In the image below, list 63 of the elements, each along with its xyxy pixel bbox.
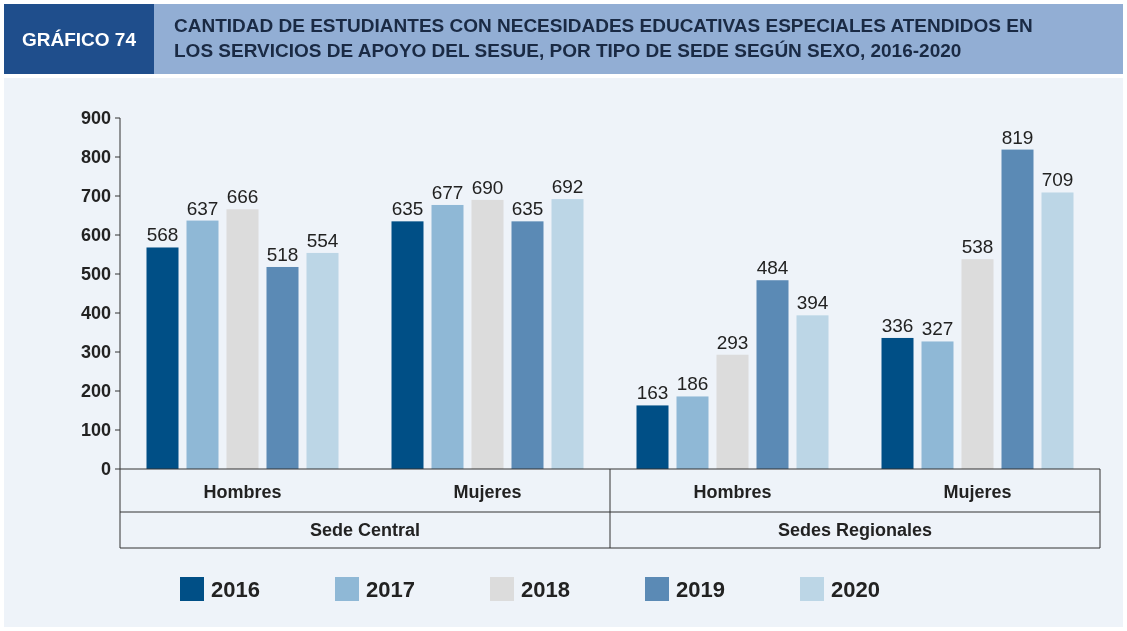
y-tick-label: 400	[80, 303, 111, 324]
x-tick-label: Hombres	[693, 482, 772, 502]
x-tick-label: Mujeres	[453, 482, 522, 502]
data-label: 637	[186, 197, 219, 219]
bar	[1041, 192, 1074, 469]
y-tick-label: 100	[80, 420, 111, 441]
y-tick-label: 200	[80, 381, 111, 402]
bar	[676, 396, 709, 469]
data-label: 518	[266, 243, 299, 265]
data-label: 336	[881, 314, 914, 336]
chart-subtitle: GRÁFICO 74	[21, 29, 137, 50]
bar	[716, 354, 749, 469]
y-tick-label: 0	[100, 459, 111, 480]
bar	[306, 252, 339, 469]
bar	[636, 405, 669, 469]
legend-label: 2019	[676, 577, 725, 602]
y-tick-label: 600	[80, 225, 111, 246]
x-tick-label: Mujeres	[943, 482, 1012, 502]
text: Sedes Regionales	[777, 520, 933, 540]
data-label: 666	[226, 186, 259, 208]
data-label: 293	[716, 331, 749, 353]
bar	[431, 204, 464, 469]
y-tick-label: 300	[80, 342, 111, 363]
bar	[961, 259, 994, 469]
bar	[226, 209, 259, 469]
data-label: 635	[391, 198, 424, 220]
bar	[551, 199, 584, 469]
data-label: 554	[306, 229, 339, 251]
bar	[186, 220, 219, 469]
data-label: 163	[636, 382, 669, 404]
chart-title: CANTIDAD DE ESTUDIANTES CON NECESIDADES EDUCATIVAS ESPECIALES ATENDIDOS EN LOS SERVICIOS DE APOYO DEL SESUE, POR TIPO DE SEDE SEGÚN SEXO, 2016-2020	[174, 15, 1033, 61]
legend-label: 2020	[831, 577, 880, 602]
legend-label: 2016	[211, 577, 260, 602]
bar	[266, 266, 299, 469]
bar	[146, 247, 179, 469]
data-label: 327	[921, 318, 954, 340]
data-label: 186	[676, 373, 709, 395]
data-label: 709	[1041, 169, 1074, 191]
text: Sede Central	[309, 520, 421, 540]
legend-label: 2017	[366, 577, 415, 602]
data-label: 692	[551, 176, 584, 198]
data-label: 568	[146, 224, 179, 246]
data-label: 690	[471, 176, 504, 198]
bar	[796, 315, 829, 469]
x-tick-label: Hombres	[203, 482, 282, 502]
bar	[921, 341, 954, 469]
legend-label: 2018	[521, 577, 570, 602]
data-label: 819	[1001, 126, 1034, 148]
data-label: 484	[756, 257, 789, 279]
bar	[1001, 149, 1034, 469]
y-tick-label: 700	[80, 186, 111, 207]
bar	[881, 337, 914, 469]
data-label: 394	[796, 292, 829, 314]
y-tick-label: 800	[80, 147, 111, 168]
data-label: 538	[961, 236, 994, 258]
bar	[471, 199, 504, 469]
data-label: 635	[511, 198, 544, 220]
bar	[391, 221, 424, 469]
y-tick-label: 500	[80, 264, 111, 285]
bar	[511, 221, 544, 469]
y-tick-label: 900	[80, 108, 111, 129]
data-label: 677	[431, 181, 464, 203]
bar	[756, 280, 789, 469]
